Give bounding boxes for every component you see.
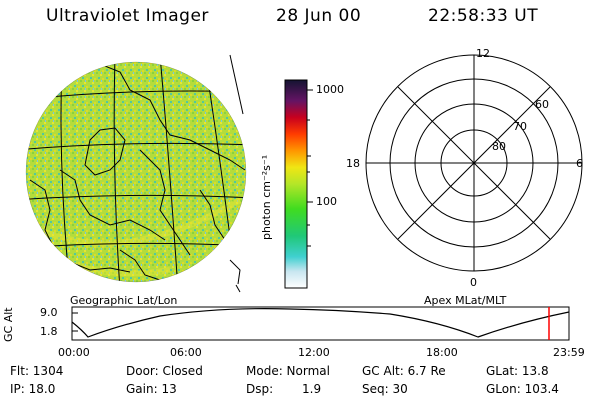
orbit-plot [71, 306, 570, 341]
mlt-label-0: 0 [470, 276, 477, 289]
info-seq: Seq: 30 [362, 382, 408, 396]
date-label: 28 Jun 00 [276, 6, 362, 26]
orbit-xtick-2359: 23:59 [553, 346, 585, 359]
info-mode: Mode: Normal [246, 364, 330, 378]
info-ip: IP: 18.0 [10, 382, 56, 396]
info-gc-alt: GC Alt: 6.7 Re [362, 364, 446, 378]
orbit-ylabel: GC Alt [2, 307, 15, 342]
orbit-xtick-0000: 00:00 [58, 346, 90, 359]
orbit-ytick-9: 9.0 [40, 306, 58, 319]
orbit-xtick-0600: 06:00 [170, 346, 202, 359]
info-dsp-label: Dsp: [246, 382, 274, 396]
time-label: 22:58:33 UT [428, 6, 539, 26]
info-flight: Flt: 1304 [10, 364, 64, 378]
instrument-title: Ultraviolet Imager [46, 6, 209, 26]
lat-label-80: 80 [492, 140, 506, 153]
info-door: Door: Closed [126, 364, 203, 378]
colorbar [284, 79, 313, 289]
mlt-label-12: 12 [476, 47, 490, 60]
colorbar-tick-1000: 1000 [316, 83, 344, 96]
info-glon: GLon: 103.4 [486, 382, 559, 396]
mlt-label-18: 18 [346, 157, 360, 170]
lat-label-70: 70 [513, 120, 527, 133]
lat-label-60: 60 [535, 98, 549, 111]
orbit-xtick-1800: 18:00 [426, 346, 458, 359]
orbit-xtick-1200: 12:00 [298, 346, 330, 359]
colorbar-tick-100: 100 [316, 195, 337, 208]
geographic-label: Geographic Lat/Lon [70, 294, 178, 307]
uv-image-disk [25, 54, 247, 293]
orbit-ytick-1-8: 1.8 [40, 325, 58, 338]
polar-plot [365, 54, 583, 272]
colorbar-unit-label: photon cm⁻²s⁻¹ [260, 154, 273, 240]
info-dsp-value: 1.9 [302, 382, 322, 396]
info-gain: Gain: 13 [126, 382, 177, 396]
apex-label: Apex MLat/MLT [424, 294, 507, 307]
mlt-label-6: 6 [576, 157, 583, 170]
info-glat: GLat: 13.8 [486, 364, 549, 378]
